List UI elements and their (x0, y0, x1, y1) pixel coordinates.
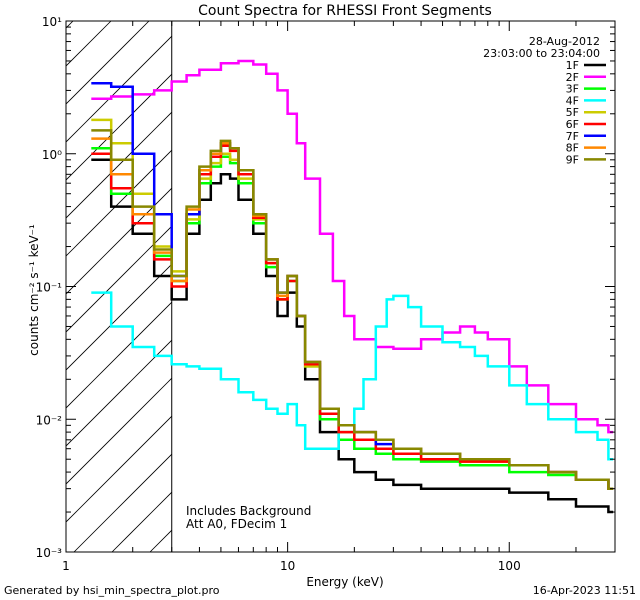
x-axis-label: Energy (keV) (306, 575, 383, 589)
y-tick-label: 10¹ (42, 15, 62, 29)
legend-label-4F: 4F (566, 94, 579, 107)
legend-label-8F: 8F (566, 142, 579, 155)
y-tick-label: 10⁻³ (36, 546, 63, 560)
series-line-2F (91, 59, 614, 434)
y-tick-labels: 10¹ 10⁰ 10⁻¹ 10⁻² 10⁻³ (36, 15, 63, 560)
date-label: 28-Aug-2012 (529, 35, 600, 48)
legend-label-1F: 1F (566, 59, 579, 72)
series-line-1F (91, 158, 614, 514)
series-line-9F (91, 129, 614, 490)
series-line-8F (91, 137, 614, 490)
hatch-line (66, 225, 172, 333)
annotation-attenuator: Att A0, FDecim 1 (186, 517, 287, 531)
hatch-line (66, 263, 172, 371)
series-lines (91, 59, 614, 514)
series-line-4F (91, 291, 614, 461)
footer-generated: Generated by hsi_min_spectra_plot.pro (4, 584, 220, 597)
hatch-line (66, 377, 172, 485)
x-tick-label: 10 (280, 559, 295, 573)
series-line-3F (91, 147, 614, 490)
legend-label-5F: 5F (566, 106, 579, 119)
annotation-background: Includes Background (186, 504, 311, 518)
time-range-label: 23:03:00 to 23:04:00 (483, 47, 600, 60)
legend-label-9F: 9F (566, 153, 579, 166)
hatch-line (66, 415, 172, 523)
x-tick-label: 100 (498, 559, 521, 573)
axis-ticks (65, 21, 616, 553)
x-tick-labels: 1 10 100 (62, 559, 521, 573)
footer-timestamp: 16-Apr-2023 11:51 (533, 584, 636, 597)
hatch-line (66, 35, 172, 143)
y-axis-label: counts cm⁻² s⁻¹ keV⁻¹ (27, 224, 41, 356)
hatch-line (73, 453, 172, 552)
legend-label-6F: 6F (566, 118, 579, 131)
x-tick-label: 1 (62, 559, 70, 573)
legend-label-2F: 2F (566, 71, 579, 84)
legend-label-3F: 3F (566, 83, 579, 96)
hatch-line (264, 21, 640, 552)
legend-label-7F: 7F (566, 130, 579, 143)
y-tick-label: 10⁻¹ (36, 281, 63, 295)
series-line-7F (91, 81, 614, 490)
y-tick-label: 10⁰ (42, 148, 62, 162)
chart-title: Count Spectra for RHESSI Front Segments (198, 3, 492, 19)
hatch-line (66, 73, 172, 181)
y-tick-label: 10⁻² (36, 413, 63, 427)
